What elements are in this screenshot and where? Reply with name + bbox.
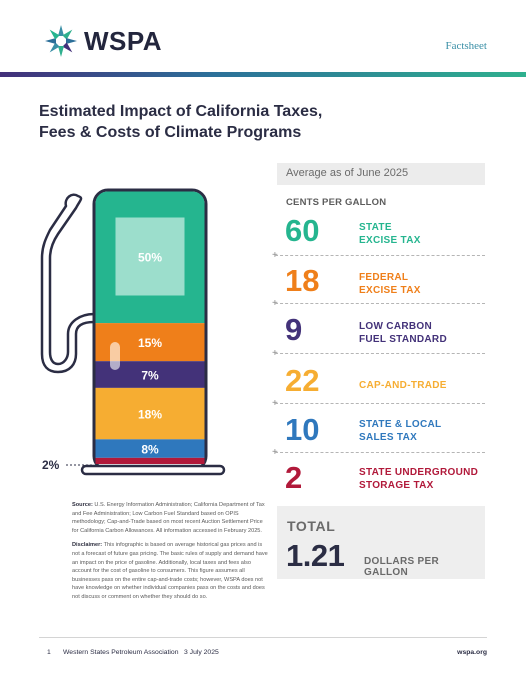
source-text: U.S. Energy Information Administration; … [72, 502, 265, 534]
item-low-carbon: 9 LOW CARBON FUEL STANDARD [277, 313, 485, 363]
plus-icon: + [272, 398, 278, 409]
item-value: 18 [285, 263, 320, 298]
divider [275, 403, 485, 404]
pump-segment-label: 50% [138, 251, 162, 265]
item-label-1: CAP-AND-TRADE [359, 380, 447, 391]
item-label-2: STORAGE TAX [359, 480, 434, 491]
item-federal-excise: 18 FEDERAL EXCISE TAX [277, 264, 485, 314]
unit-heading: CENTS PER GALLON [286, 197, 387, 208]
plus-icon: + [272, 250, 278, 261]
item-label-1: STATE UNDERGROUND [359, 467, 479, 478]
pump-segment [95, 387, 205, 440]
pump-segment-label: 7% [141, 369, 159, 383]
page-title: Estimated Impact of California Taxes, Fe… [39, 101, 369, 143]
footer-date: 3 July 2025 [184, 649, 219, 656]
item-cap-and-trade: 22 CAP-AND-TRADE [277, 364, 485, 414]
item-value: 22 [285, 363, 320, 398]
header-gradient-bar [0, 72, 526, 77]
footer-org: Western States Petroleum Association [63, 649, 179, 656]
item-label-1: STATE & LOCAL [359, 419, 442, 430]
item-label-2: FUEL STANDARD [359, 334, 447, 345]
doc-type-label: Factsheet [445, 40, 487, 52]
divider [275, 353, 485, 354]
pump-display-window [115, 217, 185, 296]
wspa-logo: WSPA [44, 24, 162, 58]
pump-segment-label: 18% [138, 408, 162, 422]
logo-text: WSPA [84, 25, 163, 56]
pump-handle [110, 342, 120, 370]
total-box: TOTAL 1.21 DOLLARS PER GALLON [277, 506, 485, 579]
total-label: TOTAL [287, 518, 336, 534]
pump-segment [95, 439, 205, 458]
total-value: 1.21 [286, 538, 345, 573]
pump-label-2pct: 2% [42, 458, 60, 472]
pump-nozzle-icon [40, 193, 96, 374]
disclaimer-text: This infographic is based on average his… [72, 542, 268, 600]
pump-base [80, 464, 226, 476]
pump-segment [95, 457, 205, 464]
gas-pump-illustration: 50% 15% 7% 18% 8% 2% [40, 188, 226, 476]
as-of-banner: Average as of June 2025 [277, 163, 485, 185]
plus-icon: + [272, 348, 278, 359]
page-number: 1 [47, 649, 51, 656]
item-label-2: SALES TAX [359, 432, 418, 443]
pump-segments: 50% 15% 7% 18% 8% [95, 191, 205, 464]
footer-divider [39, 637, 487, 638]
item-value: 10 [285, 412, 320, 447]
item-value: 2 [285, 460, 303, 495]
divider [275, 303, 485, 304]
item-label-2: EXCISE TAX [359, 235, 421, 246]
footer-site-link[interactable]: wspa.org [457, 649, 487, 656]
pump-segment-fill [95, 309, 205, 324]
item-state-excise: 60 STATE EXCISE TAX [277, 214, 485, 264]
divider [275, 452, 485, 453]
item-value: 60 [285, 213, 320, 248]
pump-segment-label: 8% [141, 443, 159, 457]
total-unit: DOLLARS PER GALLON [364, 556, 439, 578]
item-sales-tax: 10 STATE & LOCAL SALES TAX [277, 413, 485, 463]
divider [275, 255, 485, 256]
notes-block: Source: U.S. Energy Information Administ… [72, 501, 270, 608]
plus-icon: + [272, 298, 278, 309]
source-note: Source: U.S. Energy Information Administ… [72, 501, 270, 535]
title-line-1: Estimated Impact of California Taxes, [39, 103, 323, 120]
item-label-1: STATE [359, 222, 392, 233]
title-line-2: Fees & Costs of Climate Programs [39, 124, 302, 141]
item-value: 9 [285, 312, 303, 347]
disclaimer-label: Disclaimer: [72, 542, 103, 549]
starburst-logo-icon [45, 25, 77, 57]
plus-icon: + [272, 447, 278, 458]
pump-segment-label: 15% [138, 336, 162, 350]
item-label-2: EXCISE TAX [359, 285, 421, 296]
item-label-1: FEDERAL [359, 272, 409, 283]
item-label-1: LOW CARBON [359, 321, 432, 332]
source-label: Source: [72, 502, 93, 508]
disclaimer-note: Disclaimer: This infographic is based on… [72, 541, 270, 601]
item-underground-storage: 2 STATE UNDERGROUND STORAGE TAX [277, 461, 485, 511]
